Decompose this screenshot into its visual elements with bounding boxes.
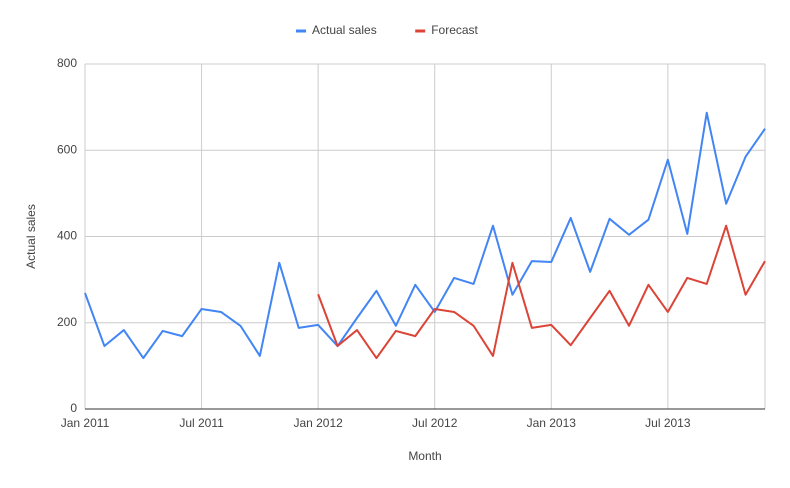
x-axis-label: Month bbox=[408, 449, 441, 463]
x-tick-label: Jul 2012 bbox=[412, 416, 458, 430]
y-tick-label: 600 bbox=[57, 142, 77, 156]
x-tick-label: Jan 2013 bbox=[527, 416, 577, 430]
legend-label: Actual sales bbox=[312, 23, 377, 37]
legend-label: Forecast bbox=[431, 23, 478, 37]
series-line bbox=[317, 224, 766, 360]
x-tick-label: Jul 2013 bbox=[645, 416, 691, 430]
y-tick-label: 0 bbox=[70, 401, 77, 415]
x-tick-label: Jan 2012 bbox=[293, 416, 343, 430]
y-tick-label: 400 bbox=[57, 229, 77, 243]
y-axis-label: Actual sales bbox=[24, 204, 38, 269]
series-line bbox=[84, 111, 766, 360]
y-tick-label: 200 bbox=[57, 315, 77, 329]
x-tick-label: Jul 2011 bbox=[179, 416, 224, 430]
y-tick-label: 800 bbox=[57, 56, 77, 70]
x-tick-label: Jan 2011 bbox=[61, 416, 110, 430]
